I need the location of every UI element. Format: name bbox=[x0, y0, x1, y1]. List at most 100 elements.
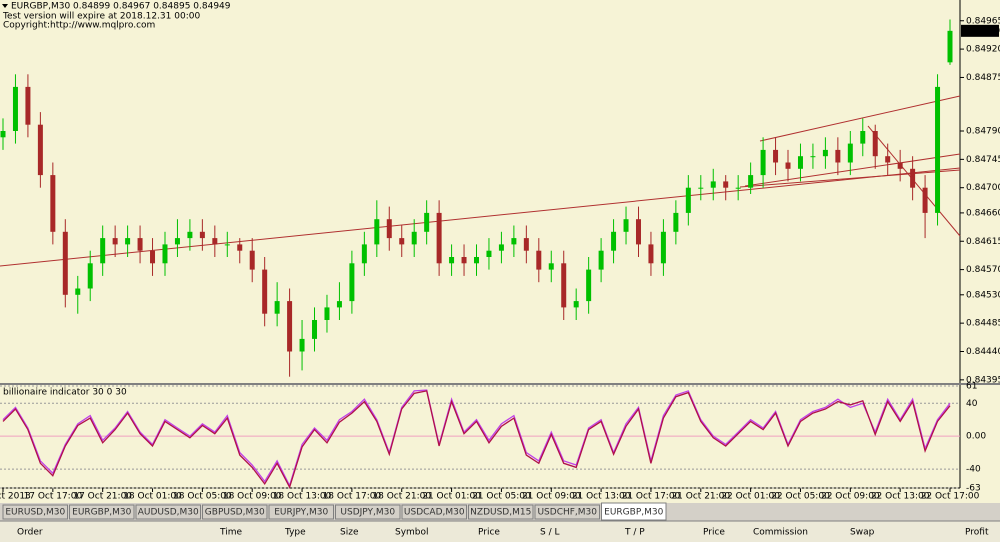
candle-body bbox=[822, 149, 828, 157]
column-header[interactable]: Size bbox=[340, 528, 359, 538]
candle-body bbox=[386, 219, 392, 239]
column-header[interactable]: Commission bbox=[753, 528, 808, 538]
trend-line bbox=[739, 169, 961, 188]
candle-body bbox=[174, 238, 180, 245]
tab[interactable] bbox=[2, 504, 68, 520]
tab-label[interactable]: NZDUSD,M15 bbox=[470, 508, 531, 518]
x-tick-label: 22 Oct 17:00 bbox=[921, 492, 980, 502]
candle-body bbox=[212, 238, 218, 245]
candle-body bbox=[37, 124, 43, 176]
column-header[interactable]: T / P bbox=[624, 528, 645, 538]
tab[interactable] bbox=[601, 502, 667, 521]
column-header[interactable]: Symbol bbox=[395, 528, 429, 538]
column-header[interactable]: Profit bbox=[965, 528, 989, 538]
tab[interactable] bbox=[69, 504, 135, 520]
candle-body bbox=[698, 187, 704, 189]
candle-body bbox=[635, 219, 641, 245]
tab-label[interactable]: EURGBP,M30 bbox=[604, 508, 663, 518]
candle-body bbox=[336, 301, 342, 308]
candle-body bbox=[922, 187, 928, 213]
x-tick-label: 18 Oct 21:00 bbox=[372, 492, 431, 502]
candle-body bbox=[611, 231, 617, 251]
candle-body bbox=[486, 250, 492, 257]
y-tick-label: 0.84875 bbox=[966, 73, 1000, 83]
column-header[interactable]: Time bbox=[219, 528, 242, 538]
candle-body bbox=[112, 238, 118, 245]
candle-body bbox=[150, 250, 156, 264]
tab[interactable] bbox=[534, 504, 600, 520]
x-tick-label: 17 Oct 2013 bbox=[0, 492, 31, 502]
candle-body bbox=[349, 263, 355, 302]
candle-body bbox=[947, 30, 953, 63]
column-header[interactable]: Price bbox=[703, 528, 725, 538]
terminal-header bbox=[0, 521, 1000, 542]
tab[interactable] bbox=[202, 504, 268, 520]
column-header[interactable]: Price bbox=[478, 528, 500, 538]
y-tick-label: -40 bbox=[966, 465, 981, 475]
trend-line bbox=[0, 167, 961, 267]
candle-body bbox=[748, 175, 754, 188]
candle-body bbox=[411, 231, 417, 245]
candle-body bbox=[810, 156, 816, 158]
tab-label[interactable]: USDJPY,M30 bbox=[340, 508, 395, 518]
candle-body bbox=[50, 175, 56, 232]
x-tick-label: 21 Oct 13:00 bbox=[572, 492, 631, 502]
candle-body bbox=[162, 244, 168, 264]
candle-body bbox=[586, 269, 592, 302]
x-tick-label: 17 Oct 21:00 bbox=[73, 492, 132, 502]
candle-body bbox=[237, 244, 243, 251]
column-header[interactable]: Order bbox=[17, 528, 43, 538]
x-tick-label: 18 Oct 09:00 bbox=[223, 492, 282, 502]
notice: Test version will expire at 2018.12.31 0… bbox=[2, 12, 200, 22]
candle-body bbox=[511, 238, 517, 245]
tab-label[interactable]: USDCAD,M30 bbox=[404, 508, 465, 518]
candle-body bbox=[847, 143, 853, 163]
y-tick-label: 0.84485 bbox=[966, 319, 1000, 329]
candle-body bbox=[785, 162, 791, 169]
candle-body bbox=[262, 269, 268, 314]
tab-label[interactable]: EURJPY,M30 bbox=[274, 508, 328, 518]
tab[interactable] bbox=[268, 504, 334, 520]
candle-body bbox=[299, 338, 305, 352]
x-tick-label: 17 Oct 17:00 bbox=[24, 492, 83, 502]
x-tick-label: 18 Oct 17:00 bbox=[323, 492, 382, 502]
tab[interactable] bbox=[135, 504, 201, 520]
candle-body bbox=[137, 238, 143, 251]
x-tick-label: 18 Oct 13:00 bbox=[273, 492, 332, 502]
y-tick-label: 0.84395 bbox=[966, 375, 1000, 385]
tab-label[interactable]: AUDUSD,M30 bbox=[138, 508, 199, 518]
candle-body bbox=[797, 156, 803, 169]
candle-body bbox=[872, 131, 878, 157]
column-header[interactable]: Swap bbox=[850, 528, 875, 538]
column-header[interactable]: S / L bbox=[540, 528, 559, 538]
candle-body bbox=[897, 162, 903, 169]
candle-body bbox=[773, 149, 779, 163]
y-tick-label: 0.84615 bbox=[966, 237, 1000, 247]
candle-body bbox=[287, 301, 293, 352]
x-tick-label: 22 Oct 01:00 bbox=[721, 492, 780, 502]
candle-body bbox=[648, 244, 654, 264]
tab[interactable] bbox=[335, 504, 401, 520]
tab-label[interactable]: EURGBP,M30 bbox=[72, 508, 131, 518]
tab-label[interactable]: USDCHF,M30 bbox=[537, 508, 597, 518]
collapse-arrow bbox=[2, 4, 8, 8]
y-tick-label: 0.84700 bbox=[966, 183, 1000, 193]
tab[interactable] bbox=[401, 504, 467, 520]
column-header[interactable]: Type bbox=[284, 528, 306, 538]
tab[interactable] bbox=[468, 504, 534, 520]
x-tick-label: 18 Oct 01:00 bbox=[123, 492, 182, 502]
candle-body bbox=[573, 301, 579, 308]
candle-body bbox=[710, 181, 716, 188]
tab-label[interactable]: EURUSD,M30 bbox=[5, 508, 65, 518]
candle-body bbox=[660, 231, 666, 264]
x-tick-label: 22 Oct 05:00 bbox=[771, 492, 830, 502]
candle-body bbox=[274, 301, 280, 314]
candle-body bbox=[361, 244, 367, 264]
tab-label[interactable]: GBPUSD,M30 bbox=[205, 508, 265, 518]
y-tick-label: 0.84530 bbox=[966, 290, 1000, 300]
y-tick-label: 40 bbox=[966, 399, 978, 409]
candle-body bbox=[0, 131, 6, 138]
candle-body bbox=[673, 212, 679, 232]
indicator-line bbox=[2, 389, 951, 488]
y-tick-label: 0.84570 bbox=[966, 265, 1000, 275]
